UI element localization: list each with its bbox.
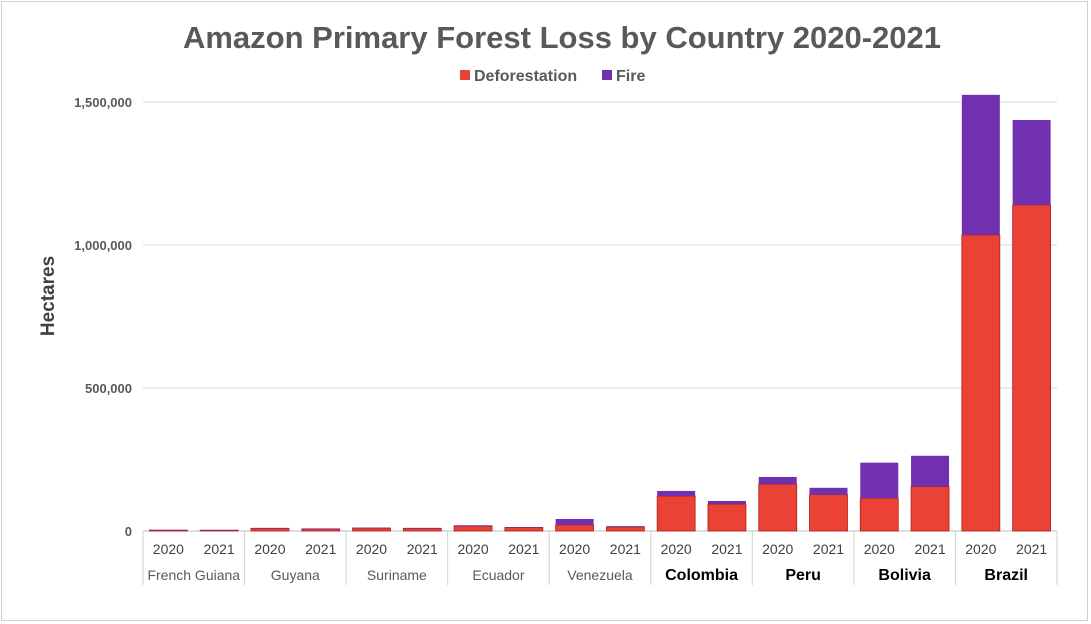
bar-fire [454, 525, 493, 527]
bar-deforestation [707, 503, 747, 532]
bar-fire [961, 94, 1000, 235]
x-tick-year: 2020 [559, 541, 590, 557]
bar-fire [860, 462, 899, 499]
x-tick-year: 2021 [813, 541, 844, 557]
x-tick-year: 2021 [508, 541, 539, 557]
x-tick-year: 2021 [204, 541, 235, 557]
bar-deforestation [301, 528, 341, 532]
bar-fire [403, 527, 442, 529]
x-group-label: Peru [785, 567, 821, 584]
bar-fire [504, 526, 543, 528]
bar-fire [250, 527, 289, 529]
bar-deforestation [605, 526, 645, 532]
bar-deforestation [961, 234, 1001, 532]
bar-deforestation [809, 494, 848, 532]
legend-swatch-deforestation [460, 70, 470, 80]
legend: Deforestation Fire [460, 68, 645, 85]
x-tick-year: 2021 [407, 541, 438, 557]
bar-deforestation [859, 497, 899, 532]
bar-fire [758, 476, 797, 485]
x-group-label: Venezuela [567, 567, 633, 583]
x-group-label: French Guiana [147, 567, 240, 583]
x-group-label: Bolivia [878, 567, 931, 584]
bar-fire [301, 528, 340, 529]
y-tick-label: 500,000 [85, 381, 132, 396]
bar-deforestation [656, 495, 696, 532]
bar-fire [555, 518, 594, 525]
bar-fire [911, 455, 950, 487]
x-tick-year: 2021 [610, 541, 641, 557]
bar-fire [606, 526, 645, 527]
bar-deforestation [453, 525, 493, 532]
y-tick-label: 1,000,000 [74, 238, 132, 253]
x-tick-year: 2020 [864, 541, 895, 557]
x-tick-year: 2020 [457, 541, 488, 557]
bar-fire [707, 500, 746, 505]
legend-swatch-fire [602, 70, 612, 80]
x-tick-year: 2021 [1016, 541, 1047, 557]
bar-deforestation [555, 524, 595, 532]
bar-deforestation [1012, 204, 1052, 532]
chart-title: Amazon Primary Forest Loss by Country 20… [183, 20, 941, 55]
bar-deforestation [758, 483, 798, 532]
bar-fire [200, 529, 239, 531]
x-tick-year: 2020 [762, 541, 793, 557]
x-group-label: Suriname [367, 567, 427, 583]
bar-fire [809, 487, 848, 495]
y-tick-label: 0 [125, 524, 132, 539]
legend-label-deforestation: Deforestation [474, 68, 577, 85]
bar-deforestation [250, 528, 290, 532]
bar-fire [1012, 120, 1051, 205]
bar-deforestation [352, 527, 391, 532]
x-tick-year: 2020 [153, 541, 184, 557]
x-group-label: Colombia [665, 567, 738, 584]
bar-fire [657, 490, 696, 497]
bar-fire [149, 529, 188, 531]
bar-deforestation [910, 486, 950, 532]
x-group-label: Guyana [271, 567, 320, 583]
x-tick-year: 2020 [356, 541, 387, 557]
x-tick-year: 2020 [965, 541, 996, 557]
x-group-label: Ecuador [472, 567, 524, 583]
legend-label-fire: Fire [616, 68, 645, 85]
bar-deforestation [504, 527, 544, 532]
x-tick-year: 2021 [914, 541, 945, 557]
y-axis-label: Hectares [38, 256, 59, 336]
bar-deforestation [402, 528, 442, 532]
x-tick-year: 2020 [254, 541, 285, 557]
x-tick-year: 2021 [711, 541, 742, 557]
bar-fire [352, 527, 391, 529]
x-tick-year: 2020 [661, 541, 692, 557]
y-tick-label: 1,500,000 [74, 95, 132, 110]
x-tick-year: 2021 [305, 541, 336, 557]
x-group-label: Brazil [984, 567, 1028, 584]
